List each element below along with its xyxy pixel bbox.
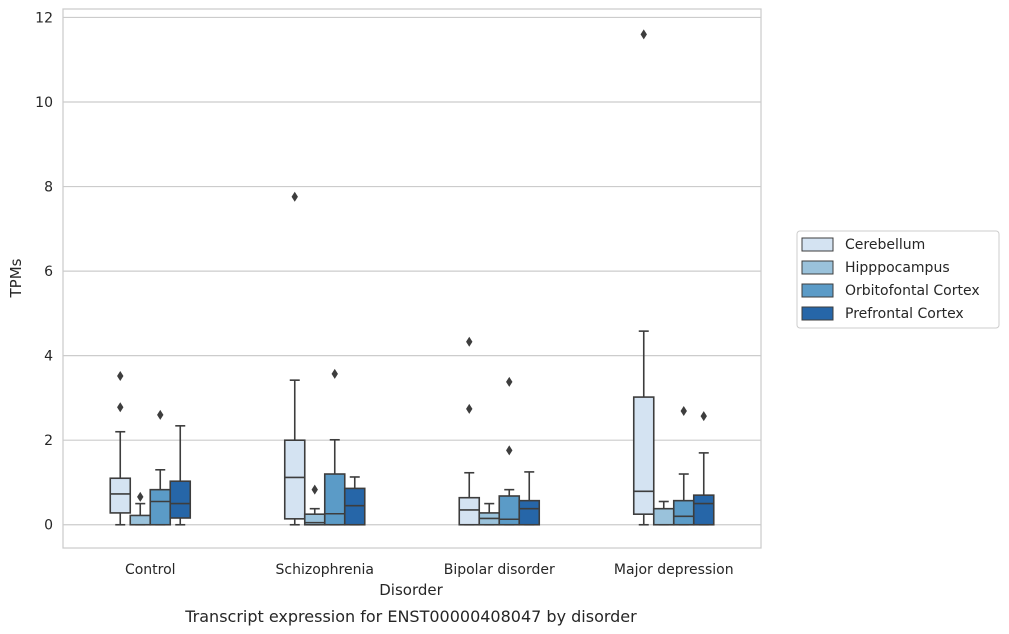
chart-caption: Transcript expression for ENST0000040804… (184, 607, 637, 626)
legend-swatch (801, 283, 834, 298)
y-tick-label: 6 (44, 264, 53, 280)
box-group (478, 502, 501, 526)
y-axis-ticks: 0 2 4 6 8 10 12 (35, 10, 53, 533)
legend-entry-label: Hipppocampus (845, 260, 950, 276)
y-tick-label: 2 (44, 433, 53, 449)
legend-entry-label: Cerebellum (845, 237, 925, 253)
box-groups (109, 29, 715, 526)
box-group (692, 411, 715, 526)
box-body (323, 473, 346, 526)
grid-lines (63, 16, 761, 526)
box-group (652, 500, 675, 526)
outlier-point (311, 484, 318, 495)
box-group (323, 368, 346, 526)
box-group (283, 191, 306, 526)
outlier-point (506, 376, 513, 387)
legend-frame (796, 230, 1000, 329)
box-body (283, 439, 306, 520)
outlier-point (291, 191, 298, 202)
x-axis-label: Disorder (379, 581, 443, 599)
box-body (632, 396, 655, 515)
box-body (672, 499, 695, 526)
box-body (129, 514, 152, 526)
plot-area-frame (62, 8, 762, 549)
box-body (169, 480, 192, 519)
legend-swatch (801, 260, 834, 275)
box-body (109, 477, 132, 514)
x-tick-label: Major depression (614, 562, 734, 578)
box-group (129, 491, 152, 526)
box-body (458, 496, 481, 526)
box-body (518, 499, 541, 526)
legend-entry-label: Orbitofontal Cortex (845, 283, 980, 299)
box-body (652, 507, 675, 526)
legend-swatch (801, 306, 834, 321)
x-tick-label: Bipolar disorder (444, 562, 555, 578)
outlier-point (680, 406, 687, 417)
y-tick-label: 0 (44, 518, 53, 534)
box-group (169, 425, 192, 526)
box-group (672, 406, 695, 526)
outlier-point (137, 491, 144, 502)
outlier-point (331, 368, 338, 379)
x-tick-label: Control (125, 562, 176, 578)
box-group (518, 471, 541, 526)
y-tick-label: 8 (44, 180, 53, 196)
y-axis-label: TPMs (7, 258, 25, 298)
y-tick-label: 12 (35, 10, 53, 26)
legend: Cerebellum Hipppocampus Orbitofontal Corte… (796, 230, 1000, 329)
x-tick-label: Schizophrenia (276, 562, 374, 578)
outlier-point (466, 403, 473, 414)
x-axis-ticks: Control Schizophrenia Bipolar disorder Majo… (125, 562, 734, 578)
outlier-point (466, 336, 473, 347)
box-body (692, 494, 715, 526)
outlier-point (117, 370, 124, 381)
box-group (458, 336, 481, 526)
box-group (632, 29, 655, 526)
outlier-point (157, 409, 164, 420)
box-group (498, 376, 521, 526)
box-body (149, 488, 172, 526)
y-tick-label: 10 (35, 95, 53, 111)
box-group (109, 370, 132, 526)
box-body (343, 487, 366, 526)
outlier-point (117, 402, 124, 413)
outlier-point (506, 445, 513, 456)
outlier-point (700, 411, 707, 422)
box-group (303, 484, 326, 526)
y-tick-label: 4 (44, 349, 53, 365)
legend-entry-label: Prefrontal Cortex (845, 306, 964, 322)
legend-swatch (801, 237, 834, 252)
box-body (498, 495, 521, 526)
box-group (149, 409, 172, 526)
box-group (343, 476, 366, 526)
outlier-point (640, 29, 647, 40)
